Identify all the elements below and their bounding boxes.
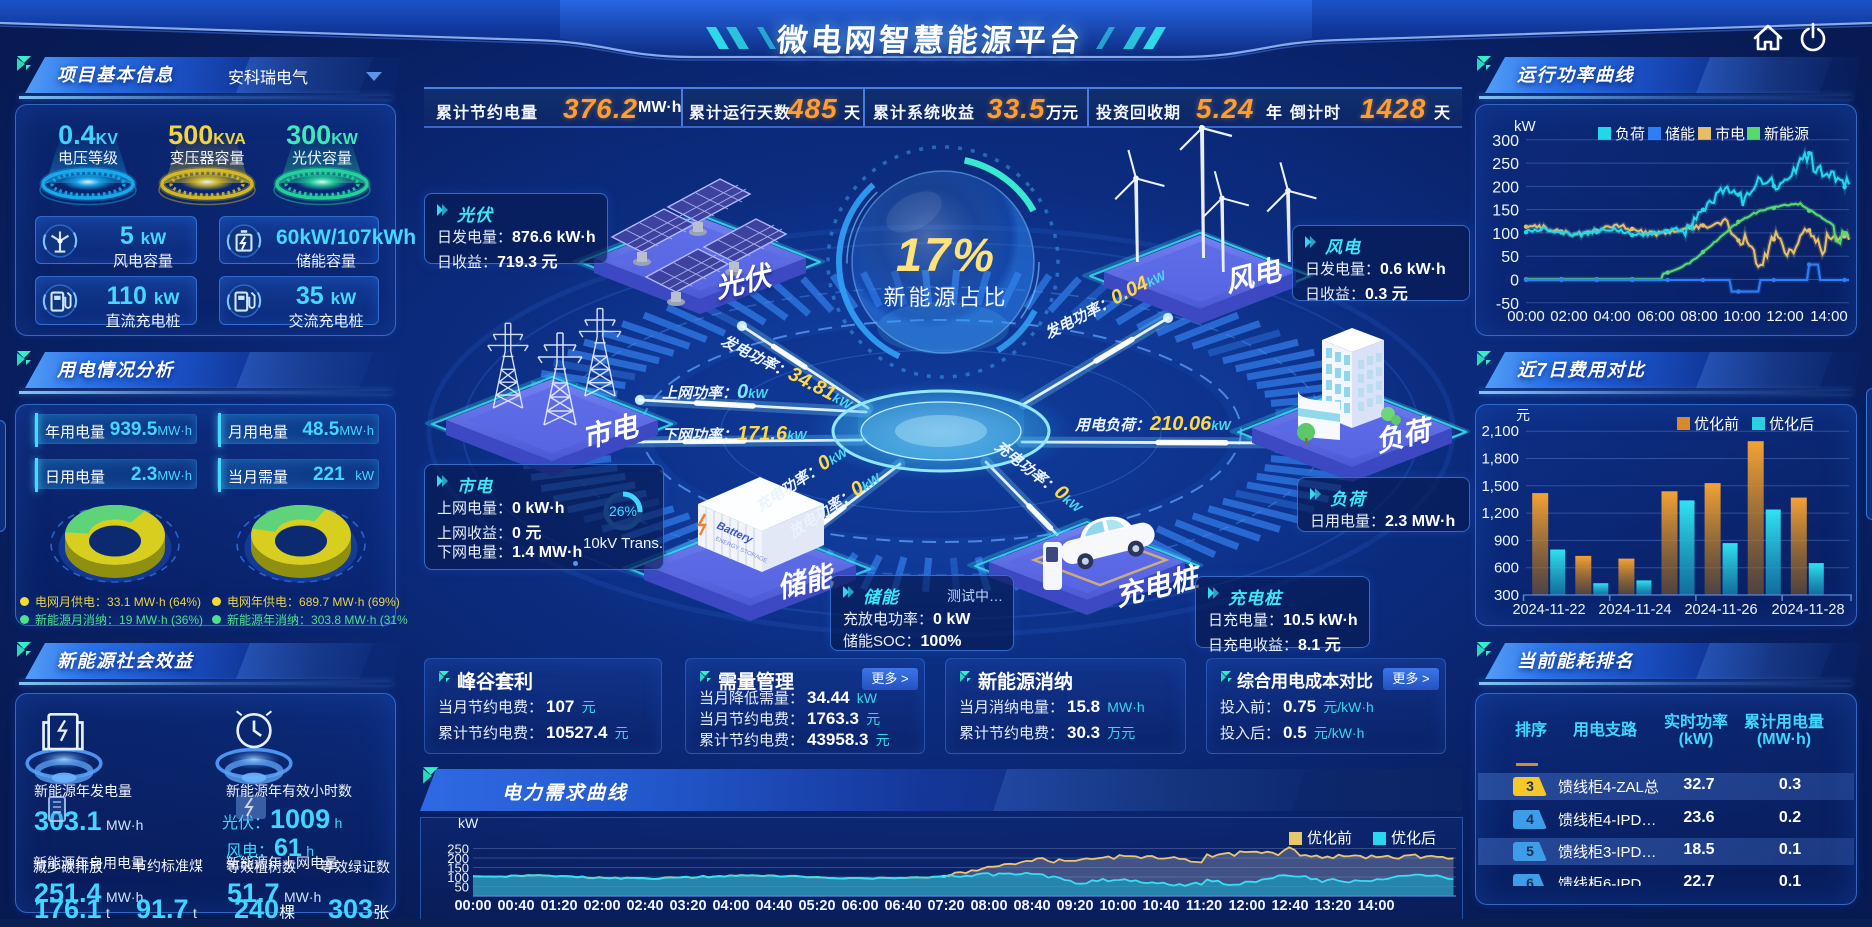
svg-text:50: 50 [1501, 249, 1519, 266]
svg-text:08:00: 08:00 [1680, 308, 1718, 325]
svg-text:优化前: 优化前 [1694, 416, 1739, 433]
svg-text:12:00: 12:00 [1228, 898, 1265, 914]
svg-text:市电: 市电 [1715, 126, 1745, 143]
svg-text:优化后: 优化后 [1391, 830, 1436, 847]
svg-text:11:20: 11:20 [1186, 898, 1222, 914]
svg-text:10:40: 10:40 [1142, 898, 1179, 914]
svg-text:1,500: 1,500 [1481, 478, 1519, 495]
svg-text:00:00: 00:00 [1507, 308, 1545, 325]
svg-text:1,800: 1,800 [1481, 451, 1519, 468]
svg-text:2024-11-28: 2024-11-28 [1771, 602, 1844, 618]
svg-text:2024-11-22: 2024-11-22 [1512, 602, 1585, 618]
svg-text:09:20: 09:20 [1056, 898, 1093, 914]
svg-text:04:00: 04:00 [712, 898, 749, 914]
svg-text:2024-11-26: 2024-11-26 [1684, 602, 1757, 618]
svg-text:新能源占比: 新能源占比 [883, 285, 1008, 310]
svg-text:02:00: 02:00 [1550, 308, 1588, 325]
svg-text:用电负荷：210.06kW: 用电负荷：210.06kW [1074, 413, 1232, 435]
svg-text:01:20: 01:20 [540, 898, 577, 914]
svg-text:10:00: 10:00 [1723, 308, 1761, 325]
svg-text:2,100: 2,100 [1481, 423, 1519, 440]
svg-text:08:40: 08:40 [1013, 898, 1050, 914]
svg-text:kW: kW [1514, 118, 1537, 135]
svg-text:100: 100 [447, 870, 469, 885]
svg-text:元: 元 [1516, 407, 1530, 423]
svg-text:03:20: 03:20 [669, 898, 706, 914]
svg-text:05:20: 05:20 [798, 898, 835, 914]
svg-text:1,200: 1,200 [1481, 505, 1519, 522]
svg-text:26%: 26% [609, 503, 637, 519]
svg-text:2024-11-24: 2024-11-24 [1598, 602, 1671, 618]
svg-text:00:40: 00:40 [497, 898, 534, 914]
svg-text:200: 200 [447, 851, 469, 866]
svg-text:新能源: 新能源 [1764, 126, 1809, 143]
svg-text:14:00: 14:00 [1810, 308, 1848, 325]
svg-text:优化前: 优化前 [1307, 830, 1352, 847]
svg-text:0: 0 [1510, 273, 1519, 290]
svg-text:06:00: 06:00 [841, 898, 878, 914]
svg-text:50: 50 [455, 880, 469, 895]
svg-text:-50: -50 [1496, 296, 1519, 313]
svg-text:02:40: 02:40 [626, 898, 663, 914]
svg-text:200: 200 [1492, 179, 1519, 196]
svg-text:150: 150 [1492, 203, 1519, 220]
svg-text:12:40: 12:40 [1271, 898, 1308, 914]
svg-text:优化后: 优化后 [1769, 416, 1814, 433]
svg-text:02:00: 02:00 [583, 898, 620, 914]
svg-text:06:00: 06:00 [1637, 308, 1675, 325]
svg-text:kW: kW [458, 817, 479, 831]
svg-text:00:00: 00:00 [454, 898, 491, 914]
svg-text:04:00: 04:00 [1593, 308, 1631, 325]
svg-text:储能: 储能 [1665, 126, 1695, 143]
svg-text:900: 900 [1494, 532, 1519, 549]
svg-text:17%: 17% [896, 228, 996, 281]
svg-text:上网功率：0kW: 上网功率：0kW [662, 381, 769, 403]
svg-text:14:00: 14:00 [1357, 898, 1394, 914]
svg-text:下网功率：171.6kW: 下网功率：171.6kW [662, 423, 808, 445]
svg-text:300: 300 [1492, 133, 1519, 150]
svg-text:250: 250 [1492, 156, 1519, 173]
svg-text:150: 150 [447, 861, 469, 876]
svg-text:04:40: 04:40 [755, 898, 792, 914]
svg-text:600: 600 [1494, 560, 1519, 577]
svg-text:13:20: 13:20 [1314, 898, 1351, 914]
svg-text:100: 100 [1492, 226, 1519, 243]
svg-text:负荷: 负荷 [1615, 126, 1645, 143]
svg-text:07:20: 07:20 [927, 898, 964, 914]
svg-text:08:00: 08:00 [970, 898, 1007, 914]
svg-text:250: 250 [447, 842, 469, 857]
svg-text:12:00: 12:00 [1766, 308, 1804, 325]
svg-text:300: 300 [1494, 587, 1519, 604]
svg-text:06:40: 06:40 [884, 898, 921, 914]
svg-text:10:00: 10:00 [1099, 898, 1136, 914]
